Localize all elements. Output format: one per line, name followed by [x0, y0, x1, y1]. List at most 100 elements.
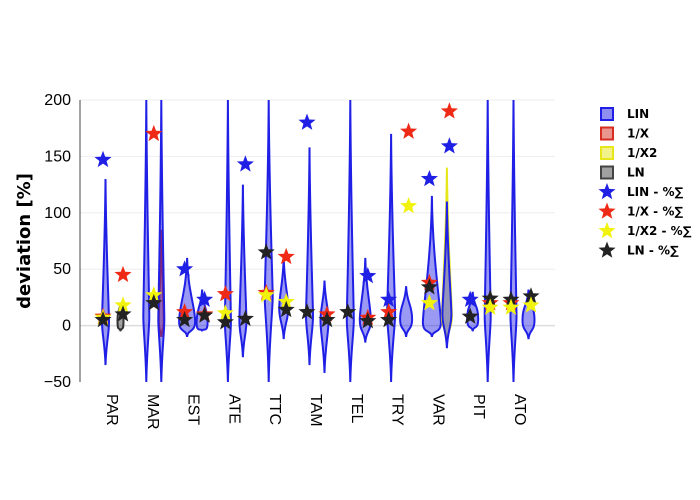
y-axis-title: deviation [%]: [14, 173, 35, 309]
star-marker: [359, 312, 377, 329]
star-marker: [461, 290, 479, 307]
y-tick-label: 0: [62, 318, 71, 335]
star-marker: [216, 313, 234, 330]
star-marker: [420, 294, 438, 311]
star-marker: [145, 294, 163, 311]
legend-item[interactable]: LN: [600, 165, 645, 180]
legend-swatch: [600, 146, 614, 160]
star-marker: [114, 265, 132, 283]
x-tick-label: EST: [185, 394, 202, 425]
violin-try: [399, 286, 414, 338]
star-marker: [461, 307, 479, 324]
y-tick-label: 150: [44, 148, 71, 165]
y-tick-label: 200: [44, 92, 71, 109]
violin-pit: [466, 291, 480, 332]
x-tick-label: MAR: [144, 394, 161, 430]
legend: LIN 1/X 1/X2 LN LIN - %∑ 1/X - %∑ 1/X2 - %∑ LN …: [598, 107, 692, 258]
star-marker: [420, 169, 438, 187]
violin-mar: [157, 99, 166, 383]
legend-item[interactable]: 1/X2 - %∑: [598, 222, 692, 239]
x-tick-label: ATE: [225, 394, 242, 424]
violin-par: [100, 178, 111, 366]
star-markers: [94, 102, 540, 330]
violin-ate: [238, 184, 248, 358]
star-marker: [298, 303, 316, 320]
violin-tel: [345, 99, 355, 383]
star-marker: [196, 306, 214, 323]
violin-var: [441, 201, 453, 349]
star-marker: [196, 290, 214, 307]
star-marker: [114, 305, 132, 322]
star-marker: [440, 137, 458, 154]
star-marker: [440, 102, 458, 119]
star-marker: [176, 260, 194, 277]
violin-pit: [483, 99, 492, 383]
legend-label: LIN - %∑: [627, 185, 684, 199]
violin-tam: [319, 280, 330, 373]
legend-item[interactable]: 1/X - %∑: [598, 202, 683, 219]
legend-item[interactable]: 1/X: [600, 126, 650, 141]
x-tick-label: ATO: [511, 394, 528, 425]
star-marker: [481, 289, 499, 306]
legend-label: LN - %∑: [627, 244, 679, 258]
legend-star: [598, 202, 616, 219]
star-marker: [216, 304, 234, 321]
legend-label: LIN: [627, 107, 649, 121]
star-marker: [339, 303, 357, 320]
violin-ate: [223, 99, 232, 383]
star-marker: [400, 122, 418, 139]
violin-try: [386, 133, 397, 383]
legend-label: 1/X - %∑: [627, 205, 683, 219]
star-marker: [236, 309, 254, 327]
legend-star: [598, 183, 616, 200]
violin-tam: [304, 147, 315, 366]
star-marker: [94, 150, 112, 168]
star-marker: [257, 243, 275, 260]
legend-label: LN: [627, 166, 645, 180]
x-tick-label: TAM: [307, 394, 324, 427]
y-tick-label: 100: [44, 205, 71, 222]
x-tick-label: VAR: [429, 394, 446, 426]
star-marker: [380, 290, 398, 307]
legend-swatch: [600, 126, 614, 141]
violins: [100, 99, 536, 383]
star-marker: [502, 298, 520, 315]
star-marker: [522, 296, 540, 313]
star-marker: [318, 310, 336, 328]
x-tick-label: TEL: [348, 394, 365, 423]
x-axis: PAR MAR EST ATE TTC TAM TEL TRY VAR PIT ATO: [103, 394, 528, 430]
x-tick-label: TTC: [266, 394, 283, 425]
star-marker: [400, 197, 418, 214]
violin-mar: [142, 99, 151, 383]
legend-label: 1/X2: [627, 146, 657, 160]
legend-item[interactable]: LIN: [600, 107, 649, 121]
star-marker: [380, 310, 398, 328]
star-marker: [145, 124, 163, 142]
star-marker: [298, 113, 316, 130]
y-axis: −50 0 50 100 150 200: [44, 92, 81, 391]
legend-star: [598, 222, 616, 239]
legend-item[interactable]: LIN - %∑: [598, 183, 684, 200]
star-marker: [420, 278, 438, 295]
y-tick-label: 50: [53, 261, 71, 278]
violin-var: [421, 195, 442, 338]
star-marker: [94, 310, 112, 328]
star-marker: [522, 287, 540, 304]
star-marker: [236, 155, 254, 172]
legend-item[interactable]: 1/X2: [600, 146, 657, 160]
star-marker: [481, 298, 499, 315]
star-marker: [216, 285, 234, 302]
violin-ttc: [263, 99, 274, 383]
star-marker: [359, 266, 377, 284]
star-marker: [114, 296, 132, 313]
y-tick-label: −50: [44, 374, 71, 391]
violin-ato: [509, 99, 518, 383]
legend-item[interactable]: LN - %∑: [598, 241, 679, 258]
star-marker: [176, 310, 194, 328]
x-tick-label: TRY: [389, 394, 406, 426]
legend-label: 1/X2 - %∑: [627, 224, 692, 238]
star-marker: [277, 247, 295, 265]
legend-swatch: [600, 165, 614, 180]
x-tick-label: PIT: [470, 394, 487, 419]
star-marker: [257, 286, 275, 303]
